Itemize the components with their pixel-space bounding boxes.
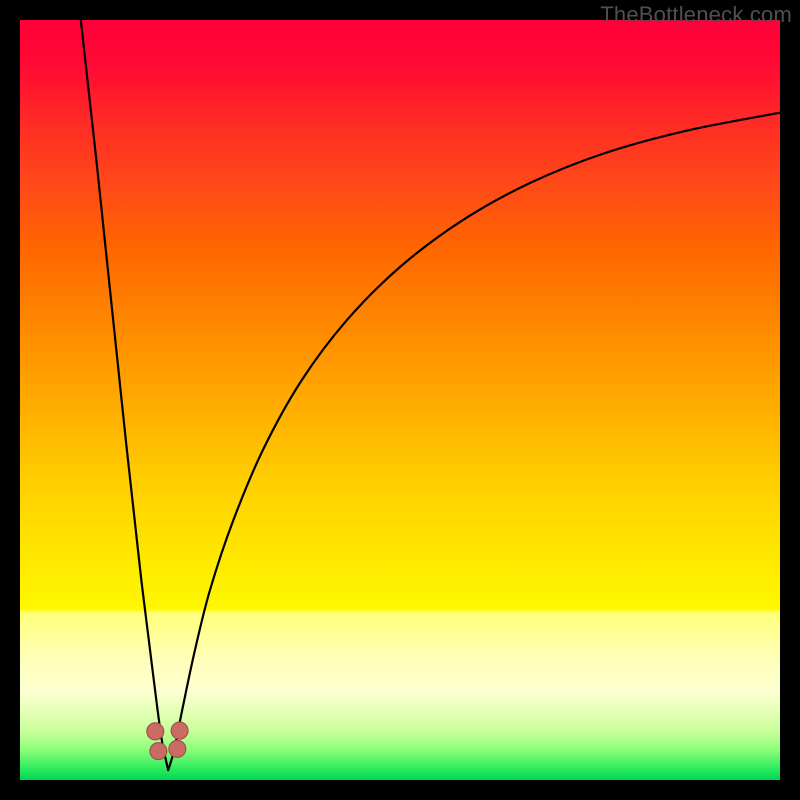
plot-area bbox=[20, 20, 780, 780]
bottleneck-marker bbox=[171, 722, 188, 739]
chart-svg bbox=[0, 0, 800, 800]
bottleneck-marker bbox=[150, 743, 167, 760]
bottleneck-marker bbox=[147, 723, 164, 740]
chart-stage: TheBottleneck.com bbox=[0, 0, 800, 800]
bottleneck-marker bbox=[169, 740, 186, 757]
